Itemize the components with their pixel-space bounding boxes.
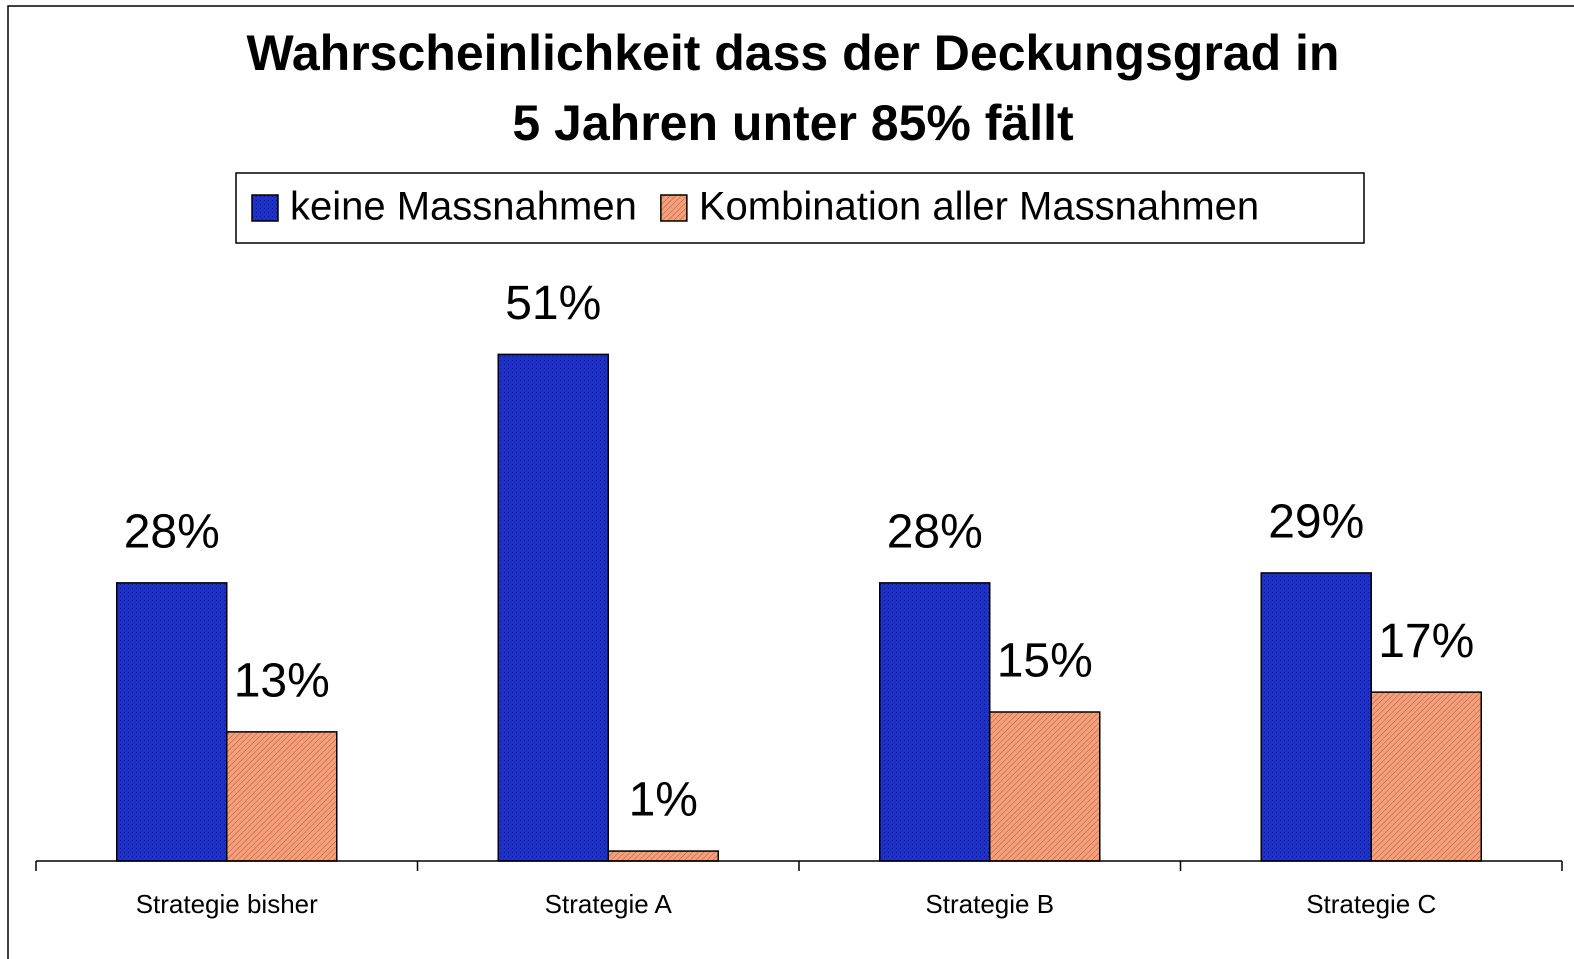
bar: [116, 582, 228, 862]
data-label: 29%: [1268, 496, 1364, 549]
data-label: 15%: [997, 635, 1093, 688]
x-tick-label: Strategie bisher: [136, 889, 318, 919]
chart-title: Wahrscheinlichkeit dass der Deckungsgrad…: [247, 25, 1340, 81]
data-label: 51%: [505, 277, 601, 330]
legend-label: keine Massnahmen: [290, 185, 637, 229]
bar: [1370, 691, 1482, 862]
bar: [497, 353, 609, 862]
data-label: 28%: [887, 506, 983, 559]
chart-border: [7, 5, 1574, 959]
bar: [989, 711, 1101, 862]
bar: [226, 731, 338, 862]
data-label: 28%: [124, 506, 220, 559]
data-label: 17%: [1378, 615, 1474, 668]
x-tick-label: Strategie B: [925, 889, 1054, 919]
bar: [607, 850, 719, 862]
legend-box: [235, 172, 1365, 244]
legend-label: Kombination aller Massnahmen: [699, 185, 1259, 229]
x-tick-label: Strategie C: [1306, 889, 1436, 919]
legend-swatch: [251, 194, 279, 222]
data-label: 1%: [629, 774, 698, 827]
data-label: 13%: [234, 655, 330, 708]
legend-swatch: [660, 194, 688, 222]
bar: [1260, 572, 1372, 862]
bar: [879, 582, 991, 862]
x-tick-label: Strategie A: [545, 889, 673, 919]
chart-title: 5 Jahren unter 85% fällt: [512, 95, 1074, 151]
